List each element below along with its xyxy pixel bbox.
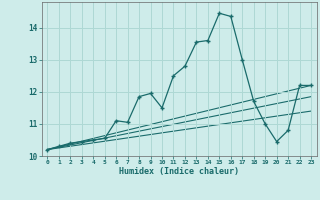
- X-axis label: Humidex (Indice chaleur): Humidex (Indice chaleur): [119, 167, 239, 176]
